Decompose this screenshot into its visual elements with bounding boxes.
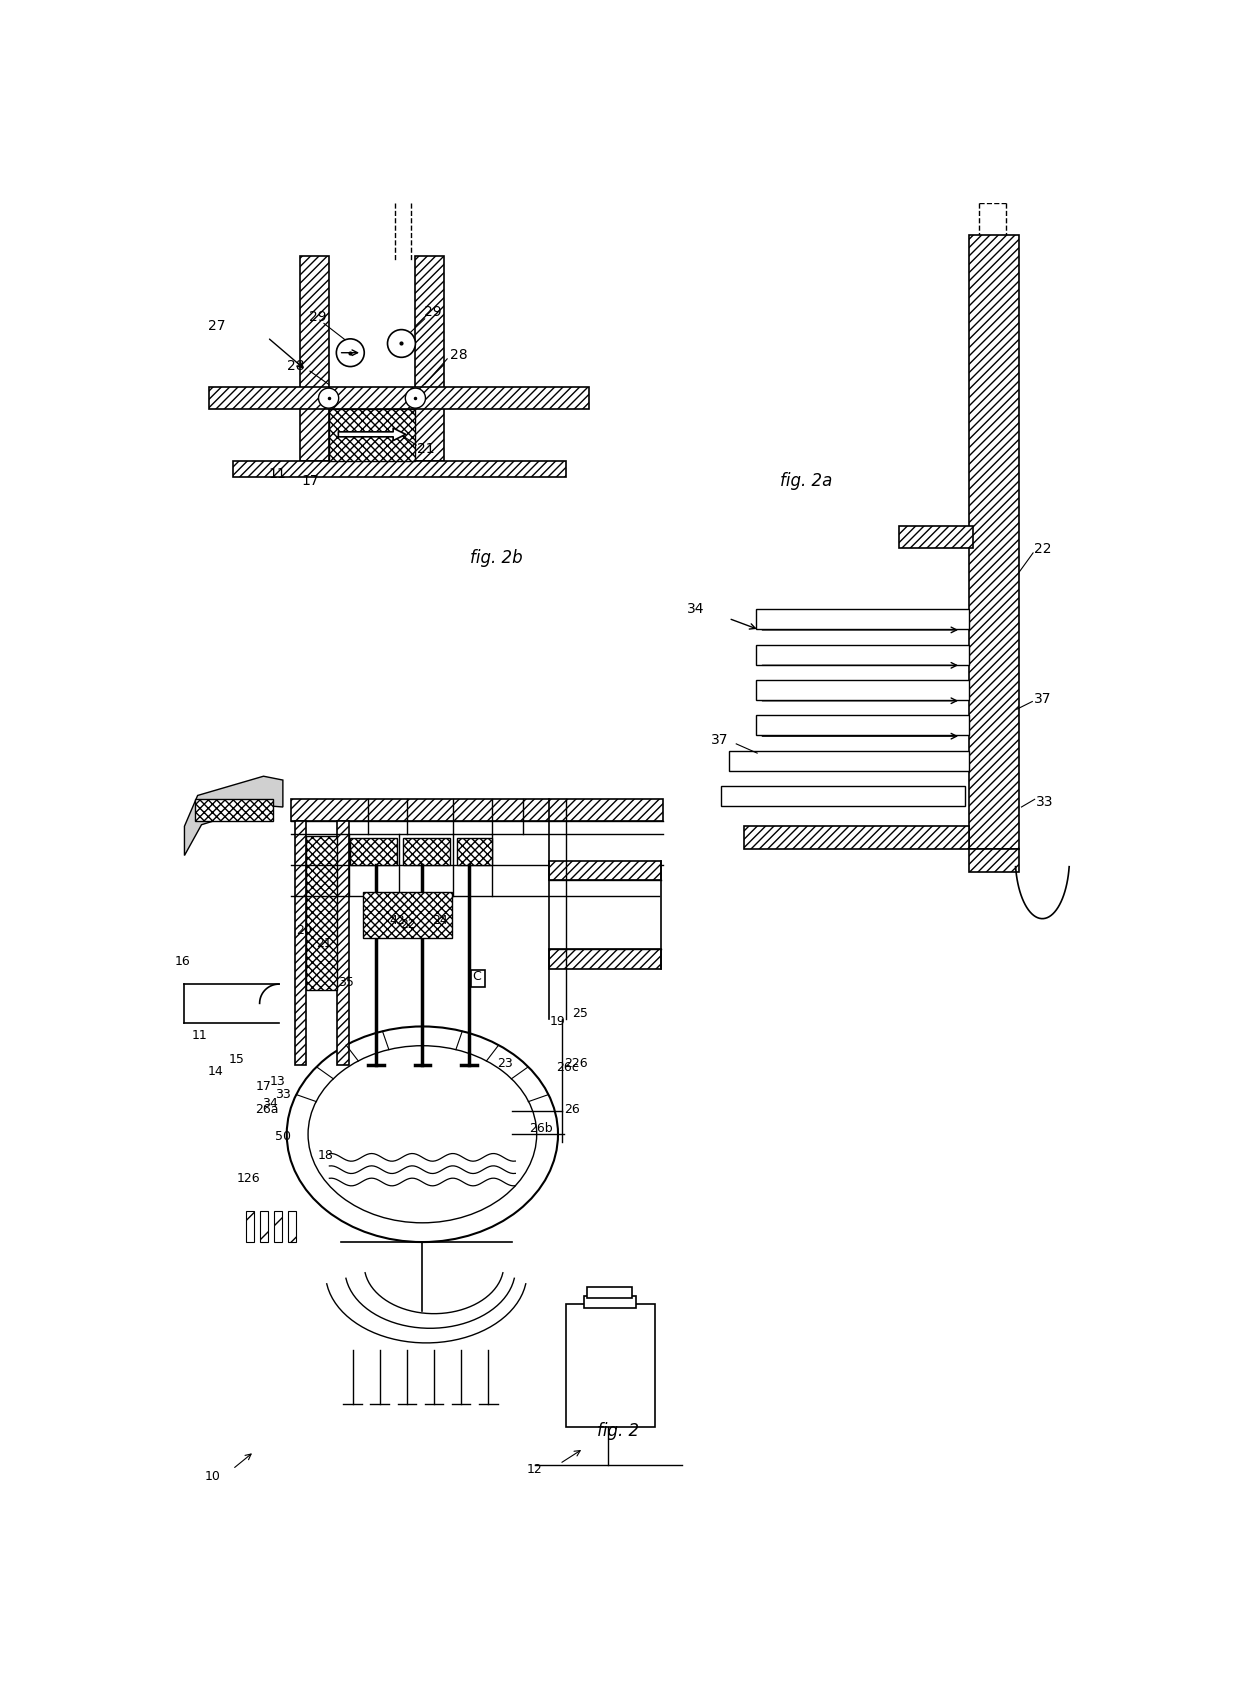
Text: 28: 28 — [450, 348, 467, 361]
Text: 29: 29 — [309, 309, 326, 324]
Bar — [233, 461, 565, 478]
Text: 20: 20 — [296, 923, 311, 937]
Bar — [295, 820, 306, 1065]
Text: 14: 14 — [207, 1065, 223, 1077]
Text: 25: 25 — [572, 1006, 588, 1020]
Text: C: C — [472, 971, 481, 982]
Text: 26a: 26a — [255, 1104, 279, 1116]
Ellipse shape — [286, 1026, 558, 1242]
Ellipse shape — [308, 1045, 537, 1222]
Text: 19: 19 — [551, 1014, 565, 1028]
Bar — [584, 1296, 636, 1308]
Bar — [899, 527, 972, 547]
Bar — [720, 787, 965, 807]
Text: 24: 24 — [433, 915, 448, 927]
Text: 21: 21 — [316, 937, 332, 950]
Text: 29: 29 — [424, 306, 441, 319]
Bar — [471, 971, 485, 987]
Bar — [403, 837, 449, 864]
Circle shape — [336, 339, 365, 366]
Text: 15: 15 — [228, 1053, 244, 1067]
Bar — [274, 1212, 283, 1242]
Text: 33: 33 — [1035, 795, 1054, 809]
Text: 33: 33 — [275, 1087, 290, 1101]
Bar — [351, 837, 397, 864]
Bar — [458, 837, 492, 864]
Circle shape — [405, 388, 425, 408]
Text: 28: 28 — [288, 360, 305, 373]
Text: 126: 126 — [236, 1173, 260, 1185]
Bar — [729, 751, 968, 771]
Bar — [260, 1212, 268, 1242]
Polygon shape — [185, 776, 283, 856]
Bar — [565, 1303, 655, 1426]
Bar — [337, 820, 348, 1065]
Text: 10: 10 — [205, 1470, 221, 1484]
Bar — [968, 235, 1019, 849]
Bar — [755, 609, 968, 630]
Text: 26: 26 — [564, 1104, 580, 1116]
Text: 37: 37 — [1034, 692, 1052, 706]
Bar — [363, 891, 451, 939]
Bar — [300, 257, 330, 461]
Text: 17: 17 — [255, 1080, 272, 1094]
Bar — [288, 1212, 296, 1242]
Text: 34: 34 — [262, 1097, 278, 1111]
Bar — [968, 849, 1019, 873]
Circle shape — [319, 388, 339, 408]
Bar — [549, 861, 661, 879]
Bar — [755, 716, 968, 736]
Text: 22: 22 — [399, 918, 415, 930]
Text: 16: 16 — [175, 954, 191, 967]
Text: 18: 18 — [317, 1150, 334, 1163]
Bar — [306, 836, 337, 991]
Text: 11: 11 — [192, 1030, 208, 1041]
Bar — [744, 825, 968, 849]
Text: 11: 11 — [269, 466, 286, 481]
Text: 42: 42 — [389, 915, 405, 927]
Bar — [290, 800, 662, 820]
Bar — [755, 680, 968, 701]
Text: 226: 226 — [564, 1057, 588, 1070]
Bar — [247, 1212, 254, 1242]
Text: fig. 2a: fig. 2a — [780, 473, 832, 490]
Text: 35: 35 — [337, 976, 353, 989]
Text: 34: 34 — [687, 603, 704, 616]
Text: fig. 2: fig. 2 — [598, 1421, 640, 1440]
Text: 13: 13 — [269, 1075, 285, 1089]
Text: 26b: 26b — [529, 1123, 553, 1136]
Text: 50: 50 — [275, 1129, 291, 1143]
Text: 37: 37 — [711, 733, 728, 748]
Text: 23: 23 — [497, 1057, 513, 1070]
Circle shape — [388, 329, 415, 358]
Text: 26c: 26c — [556, 1060, 579, 1074]
Text: 12: 12 — [527, 1463, 543, 1475]
Bar — [210, 387, 589, 408]
Bar — [414, 257, 444, 461]
Bar — [196, 800, 273, 820]
Bar — [587, 1286, 631, 1298]
Bar — [549, 949, 661, 969]
Text: 21: 21 — [418, 442, 435, 456]
Text: fig. 2b: fig. 2b — [470, 549, 522, 567]
Bar — [755, 645, 968, 665]
Text: 22: 22 — [1034, 542, 1052, 555]
Bar — [330, 408, 414, 461]
Text: 27: 27 — [208, 319, 226, 333]
Text: 17: 17 — [301, 474, 319, 488]
